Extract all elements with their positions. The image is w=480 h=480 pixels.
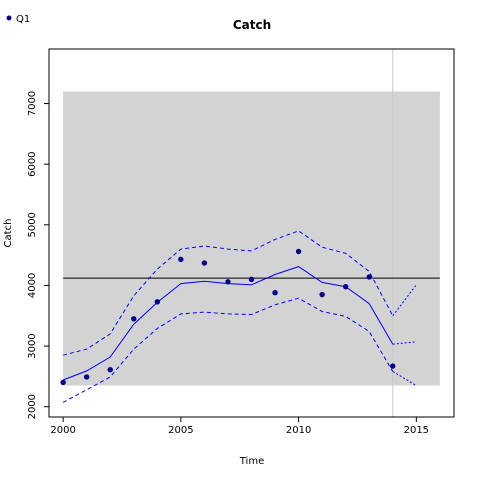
series-line-upper (62, 230, 394, 356)
data-point-2014 (390, 363, 396, 369)
y-axis: 2000 3000 4000 5000 6000 7000 (27, 91, 49, 419)
y-axis-title: Catch (3, 219, 14, 248)
data-point-2009 (272, 290, 278, 296)
y-tick-label-6000: 6000 (27, 151, 38, 176)
legend-marker-q1 (6, 15, 12, 21)
x-axis: 2000 2005 2010 2015 (50, 417, 429, 436)
series-line-projection-lower (392, 371, 417, 386)
data-point-2003 (131, 316, 137, 322)
data-point-2011 (319, 291, 325, 298)
y-tick-label-3000: 3000 (27, 333, 38, 358)
x-tick-label-2000: 2000 (50, 425, 75, 436)
y-tick-label-5000: 5000 (27, 212, 38, 237)
data-point-2013 (366, 274, 372, 280)
y-tick-label-2000: 2000 (27, 394, 38, 419)
data-point-2001 (83, 374, 90, 380)
legend: Q1 (6, 14, 30, 25)
data-point-2002 (107, 367, 113, 373)
plot-frame (48, 48, 455, 418)
x-tick-label-2015: 2015 (404, 425, 429, 436)
y-tick-label-4000: 4000 (27, 273, 38, 298)
x-tick-label-2010: 2010 (286, 425, 311, 436)
series-line-lower (62, 297, 394, 403)
x-axis-title: Time (239, 456, 264, 467)
shaded-region (63, 91, 440, 386)
data-point-2008 (248, 276, 255, 283)
data-point-2005 (178, 256, 184, 263)
data-point-2010 (295, 248, 302, 255)
y-tick-label-7000: 7000 (27, 91, 38, 116)
data-point-2012 (342, 283, 349, 290)
legend-label-q1: Q1 (16, 14, 30, 25)
data-point-2007 (225, 279, 231, 285)
data-point-2004 (154, 299, 161, 305)
x-tick-label-2005: 2005 (168, 425, 193, 436)
chart-title: Catch (233, 18, 271, 32)
plot-area (60, 49, 440, 417)
data-point-2000 (60, 379, 66, 386)
data-point-2006 (201, 260, 208, 266)
series-line-projection-upper (392, 284, 417, 317)
